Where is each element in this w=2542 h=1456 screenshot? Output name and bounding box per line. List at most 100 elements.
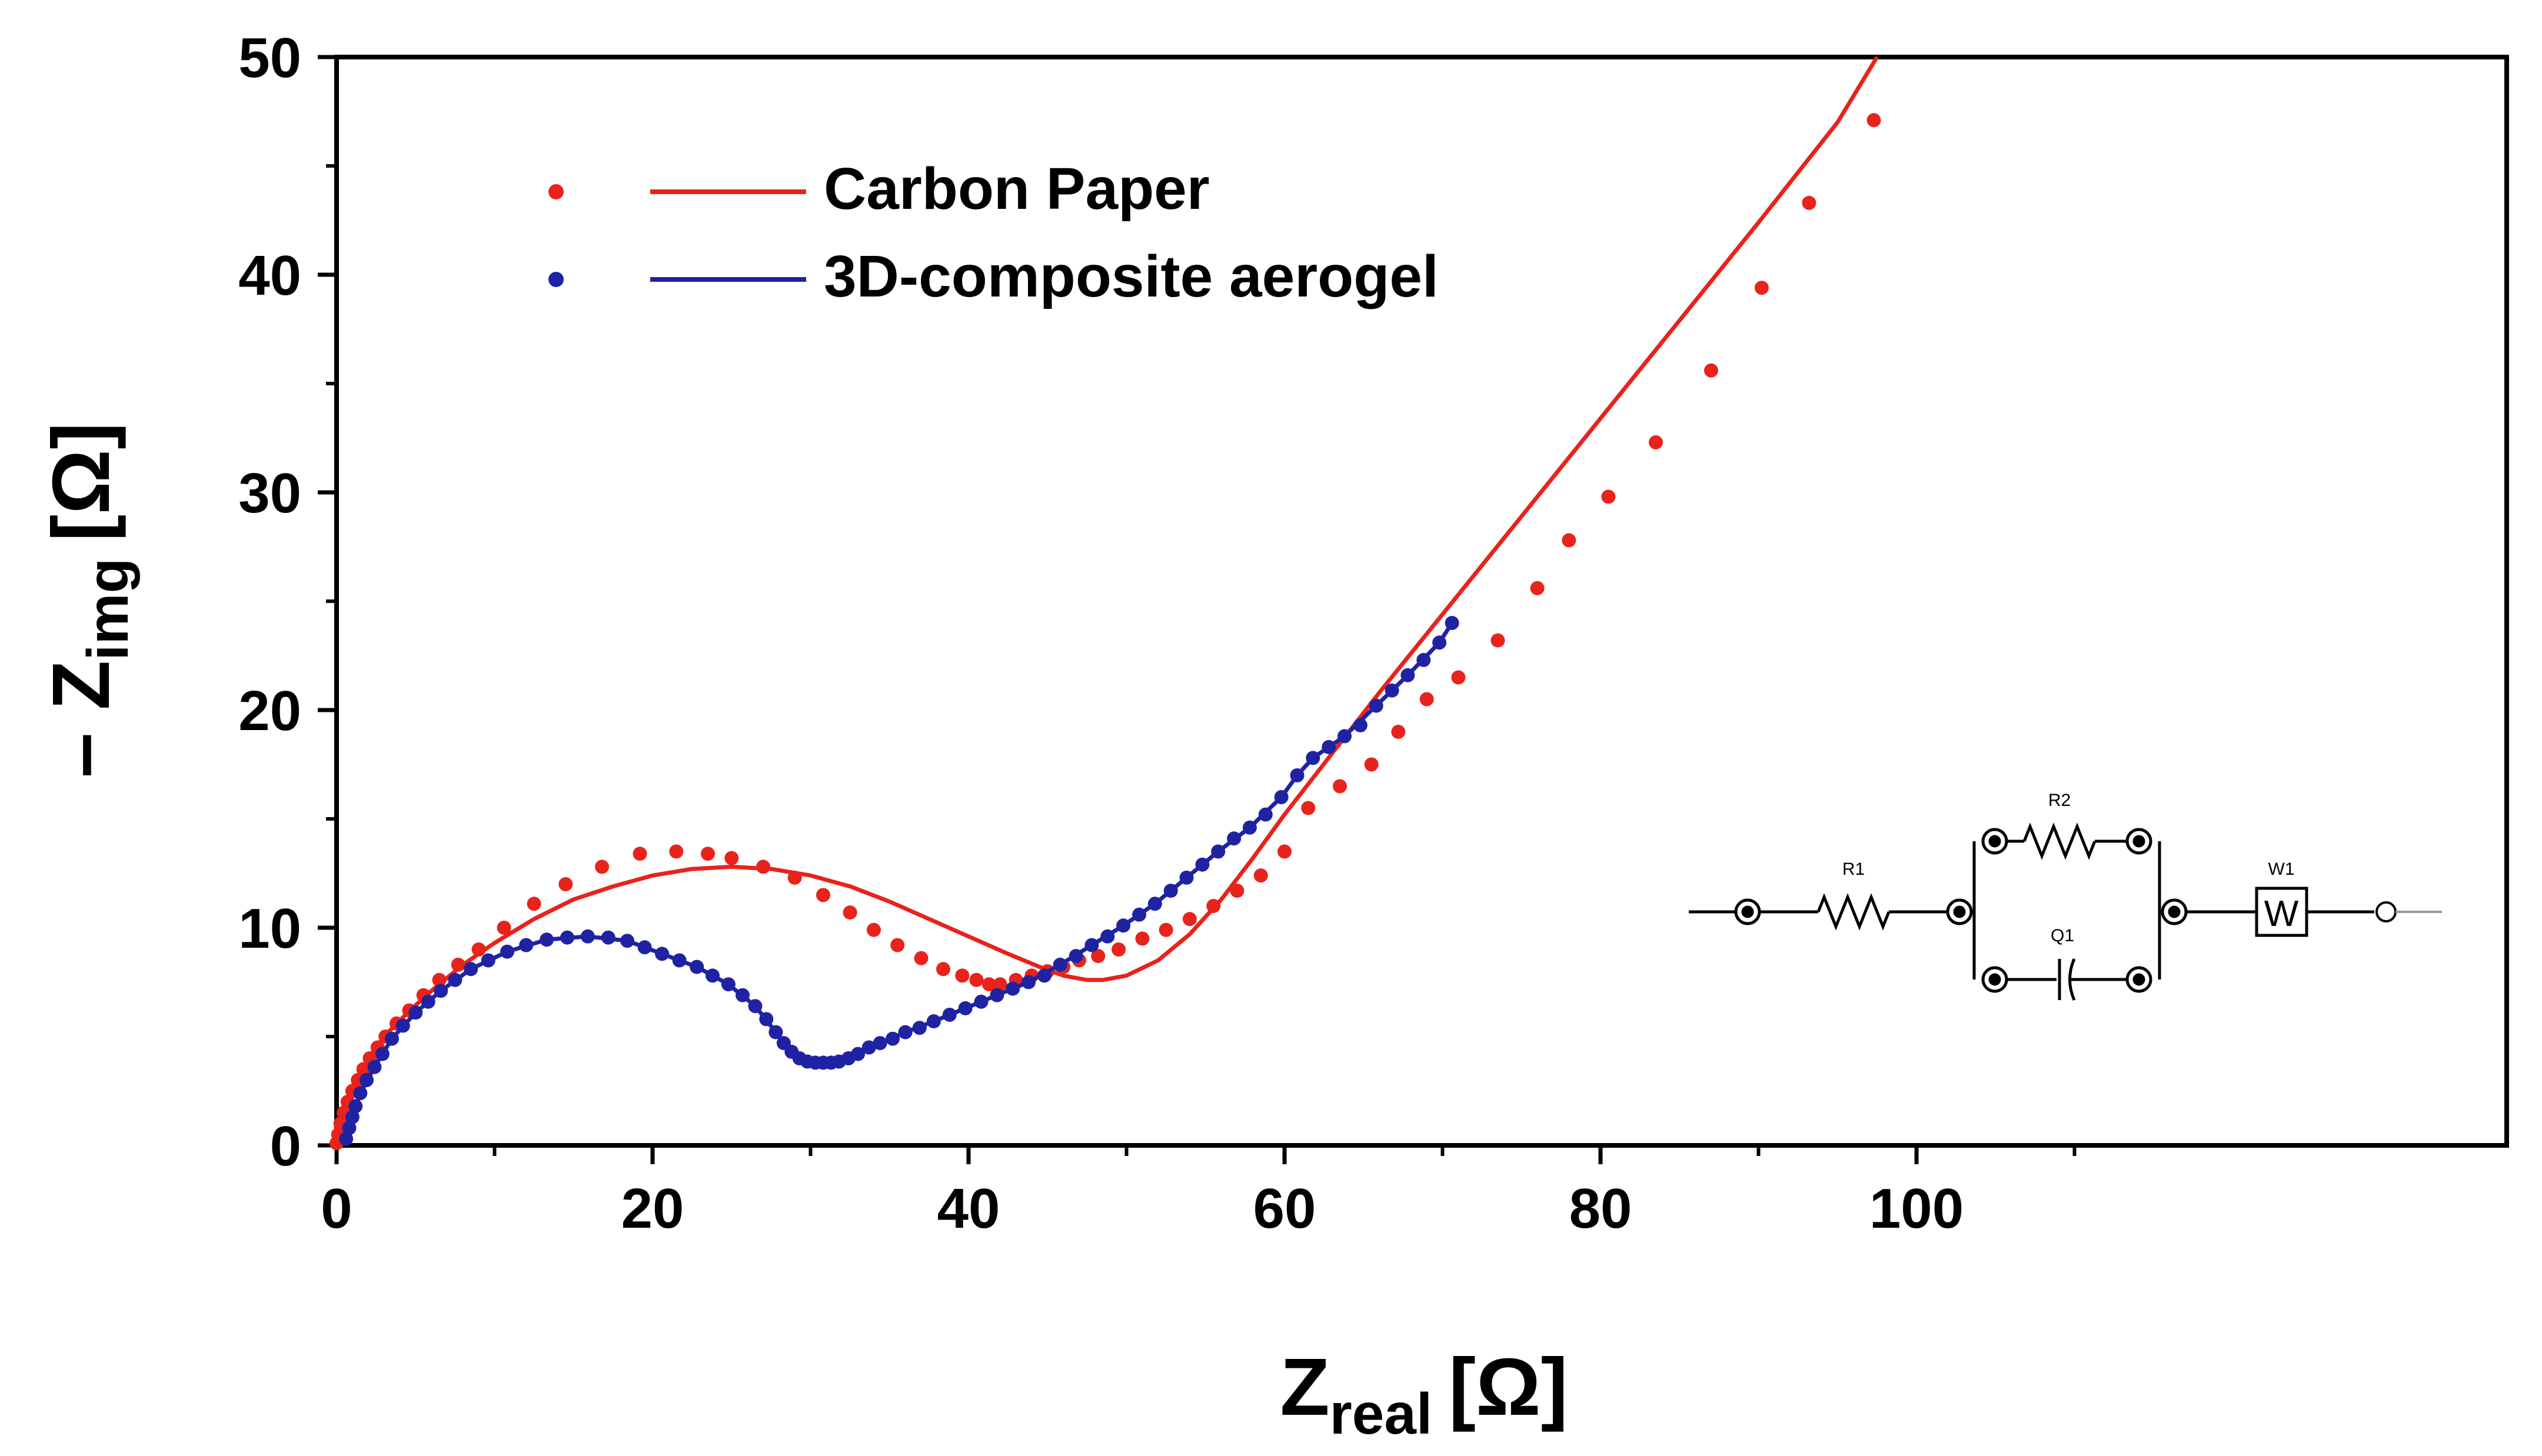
data-point-carbon-paper [1206, 899, 1221, 913]
circuit-node-dot [2168, 905, 2181, 918]
data-point-carbon-paper [356, 1062, 371, 1077]
data-point-3d-composite-aerogel [851, 1047, 866, 1061]
data-point-carbon-paper [936, 962, 950, 977]
data-point-3d-composite-aerogel [1053, 957, 1067, 972]
legend: Carbon Paper 3D-composite aerogel [548, 156, 1439, 309]
data-point-3d-composite-aerogel [1211, 844, 1226, 859]
y-axis-title-unit: [Ω] [36, 422, 127, 542]
data-point-3d-composite-aerogel [348, 1099, 363, 1114]
data-point-3d-composite-aerogel [540, 932, 554, 947]
data-point-carbon-paper [669, 844, 684, 859]
data-point-carbon-paper [816, 888, 830, 902]
x-tick-label: 60 [1253, 1177, 1316, 1240]
data-point-3d-composite-aerogel [342, 1121, 357, 1135]
data-point-carbon-paper [1704, 363, 1718, 378]
data-point-3d-composite-aerogel [861, 1040, 876, 1055]
data-point-3d-composite-aerogel [1432, 635, 1447, 650]
data-point-3d-composite-aerogel [1385, 683, 1399, 698]
data-point-carbon-paper [1135, 931, 1150, 946]
y-axis-title: – Zimg [Ω] [36, 422, 140, 778]
data-point-3d-composite-aerogel [768, 1025, 783, 1039]
data-point-3d-composite-aerogel [873, 1036, 887, 1051]
data-point-carbon-paper [595, 859, 610, 874]
data-point-3d-composite-aerogel [339, 1131, 354, 1146]
data-point-3d-composite-aerogel [448, 972, 463, 987]
y-axis-title-group: – Zimg [Ω] [36, 422, 140, 778]
x-tick-label: 40 [937, 1177, 1000, 1240]
data-point-3d-composite-aerogel [721, 977, 736, 992]
y-axis-ticks: 0 10 20 30 40 50 [238, 26, 337, 1178]
data-point-carbon-paper [558, 877, 573, 891]
data-point-carbon-paper [1451, 670, 1466, 685]
circuit-terminal [2375, 901, 2397, 922]
data-point-3d-composite-aerogel [1227, 831, 1242, 846]
data-point-carbon-paper [1277, 844, 1292, 859]
y-axis-title-subscript: img [75, 558, 140, 660]
data-point-3d-composite-aerogel [1100, 929, 1115, 944]
warburg-symbol: W [2264, 894, 2299, 934]
data-point-3d-composite-aerogel [500, 944, 514, 959]
legend-label-3d-composite-aerogel: 3D-composite aerogel [824, 244, 1439, 309]
data-point-3d-composite-aerogel [1179, 870, 1194, 885]
y-tick-label: 40 [238, 244, 301, 307]
circuit-node-dot [2132, 973, 2145, 986]
data-point-3d-composite-aerogel [1369, 698, 1383, 713]
data-point-carbon-paper [1490, 633, 1505, 648]
data-point-carbon-paper [1333, 779, 1347, 794]
data-point-carbon-paper [451, 957, 465, 972]
data-point-3d-composite-aerogel [1069, 949, 1083, 964]
data-point-3d-composite-aerogel [1242, 820, 1257, 835]
data-point-3d-composite-aerogel [408, 1005, 423, 1020]
data-point-3d-composite-aerogel [345, 1110, 360, 1124]
data-point-carbon-paper [1364, 757, 1379, 772]
x-tick-label: 0 [321, 1177, 352, 1240]
resistor-r1 [1816, 893, 1891, 931]
data-point-3d-composite-aerogel [759, 1012, 774, 1027]
y-tick-label: 30 [238, 462, 301, 525]
data-point-carbon-paper [1601, 489, 1616, 504]
data-point-3d-composite-aerogel [1163, 884, 1178, 898]
data-point-carbon-paper [1253, 868, 1268, 883]
data-point-3d-composite-aerogel [886, 1031, 900, 1046]
data-point-3d-composite-aerogel [748, 999, 763, 1014]
data-point-3d-composite-aerogel [706, 968, 720, 983]
data-point-3d-composite-aerogel [736, 988, 750, 1002]
series-layer [330, 56, 1881, 1151]
data-point-carbon-paper [890, 938, 905, 952]
data-point-3d-composite-aerogel [1416, 652, 1431, 667]
data-point-carbon-paper [1530, 581, 1545, 595]
data-point-carbon-paper [955, 968, 970, 983]
data-point-3d-composite-aerogel [434, 984, 448, 998]
data-point-3d-composite-aerogel [421, 994, 435, 1009]
data-point-3d-composite-aerogel [395, 1018, 410, 1033]
data-point-3d-composite-aerogel [367, 1059, 382, 1074]
data-point-3d-composite-aerogel [655, 947, 670, 961]
data-point-3d-composite-aerogel [1022, 975, 1036, 989]
data-point-3d-composite-aerogel [353, 1086, 368, 1101]
data-point-3d-composite-aerogel [560, 930, 574, 945]
data-point-carbon-paper [756, 859, 770, 874]
data-point-3d-composite-aerogel [620, 934, 634, 948]
cpe-plate-q1-curved [2068, 958, 2076, 1001]
data-point-3d-composite-aerogel [690, 959, 704, 974]
data-point-3d-composite-aerogel [1037, 968, 1052, 983]
data-point-3d-composite-aerogel [1274, 790, 1289, 804]
x-axis-ticks: 0 20 40 60 80 100 [321, 1145, 2077, 1240]
data-point-3d-composite-aerogel [601, 930, 615, 945]
data-point-3d-composite-aerogel [360, 1073, 374, 1087]
data-point-3d-composite-aerogel [958, 1001, 973, 1015]
data-point-3d-composite-aerogel [1290, 768, 1305, 782]
data-point-carbon-paper [1419, 692, 1434, 707]
circuit-node-dot [1953, 905, 1966, 918]
data-point-3d-composite-aerogel [1147, 897, 1162, 911]
circuit-node-dot [2132, 835, 2145, 848]
y-tick-label: 50 [238, 26, 301, 89]
circuit-node-dot [1741, 905, 1754, 918]
data-point-carbon-paper [866, 922, 881, 937]
data-point-carbon-paper [969, 972, 984, 987]
data-point-3d-composite-aerogel [672, 953, 687, 968]
data-point-3d-composite-aerogel [898, 1025, 913, 1039]
data-point-3d-composite-aerogel [580, 929, 595, 944]
data-point-3d-composite-aerogel [974, 994, 989, 1009]
